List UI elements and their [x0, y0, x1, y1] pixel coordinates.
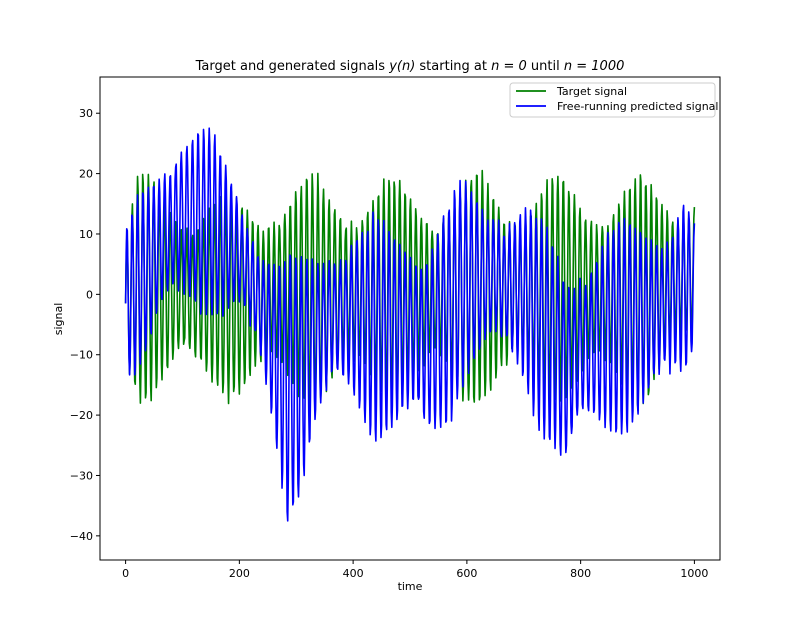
- x-tick-label: 0: [122, 567, 129, 580]
- plot-lines: [124, 127, 696, 522]
- legend-label-predicted: Free-running predicted signal: [557, 100, 718, 113]
- y-tick-label: 20: [79, 168, 93, 181]
- y-axis-label: signal: [52, 303, 65, 336]
- y-tick-label: −20: [70, 409, 93, 422]
- legend-label-target: Target signal: [556, 85, 627, 98]
- y-tick-label: 10: [79, 228, 93, 241]
- plot-frame: [99, 76, 721, 561]
- series-line-target: [124, 169, 696, 412]
- y-tick-label: 0: [86, 288, 93, 301]
- chart-title: Target and generated signals y(n) starti…: [195, 59, 625, 74]
- y-tick-label: 30: [79, 107, 93, 120]
- x-tick-label: 800: [570, 567, 591, 580]
- y-tick-label: −40: [70, 530, 93, 543]
- x-tick-label: 400: [343, 567, 364, 580]
- legend: Target signal Free-running predicted sig…: [509, 82, 718, 118]
- y-axis-ticks: −40 −30 −20 −10 0 10 20 30: [70, 107, 100, 543]
- y-tick-label: −10: [70, 349, 93, 362]
- x-tick-label: 200: [229, 567, 250, 580]
- series-line-predicted: [124, 127, 696, 522]
- x-axis-label: time: [398, 580, 423, 593]
- x-tick-label: 1000: [680, 567, 708, 580]
- y-tick-label: −30: [70, 469, 93, 482]
- x-tick-label: 600: [456, 567, 477, 580]
- legend-box: [509, 82, 716, 118]
- x-axis-ticks: 0 200 400 600 800 1000: [122, 560, 708, 580]
